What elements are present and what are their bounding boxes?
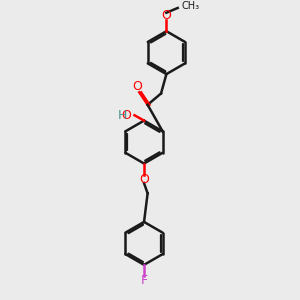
- Text: O: O: [121, 109, 131, 122]
- Text: O: O: [133, 80, 142, 93]
- Text: H: H: [117, 109, 127, 122]
- Text: O: O: [161, 9, 171, 22]
- Text: O: O: [139, 173, 149, 186]
- Text: CH₃: CH₃: [181, 1, 200, 11]
- Text: F: F: [140, 274, 148, 287]
